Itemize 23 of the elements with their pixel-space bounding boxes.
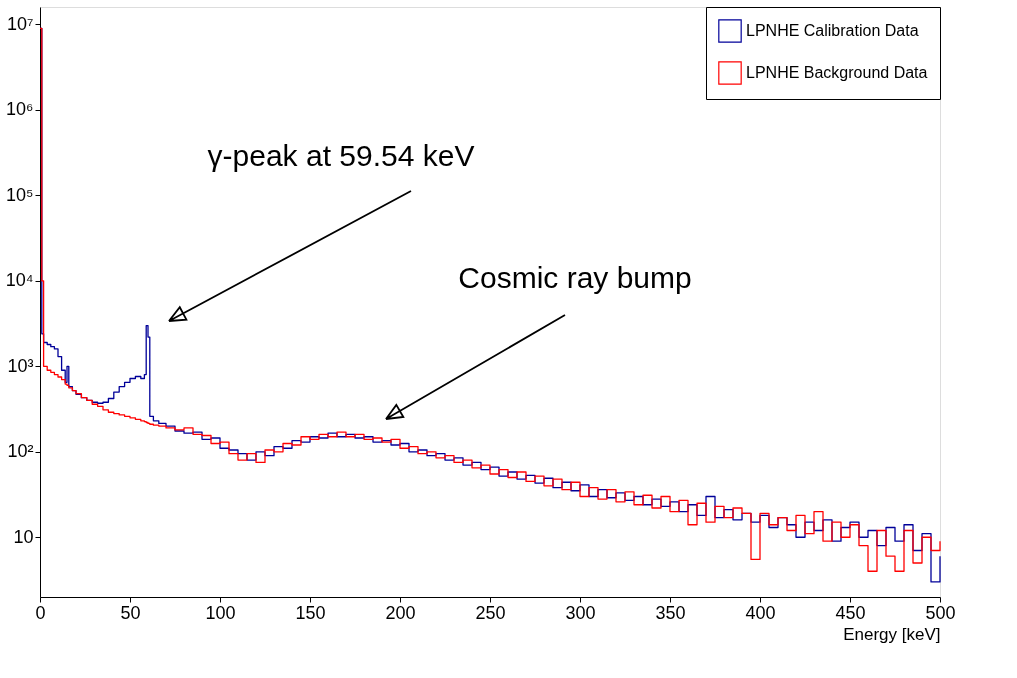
x-tick-label: 150 xyxy=(295,602,326,623)
y-tick-label: 10 xyxy=(13,526,34,547)
x-tick-label: 450 xyxy=(835,602,866,623)
x-tick-label: 350 xyxy=(655,602,686,623)
legend-label: LPNHE Background Data xyxy=(746,64,928,81)
x-tick-label: 0 xyxy=(35,602,46,623)
x-tick-label: 300 xyxy=(565,602,596,623)
y-tick-label: 10⁶ xyxy=(6,99,34,120)
annotation: Cosmic ray bump xyxy=(458,261,692,294)
x-tick-label: 400 xyxy=(745,602,776,623)
x-tick-label: 50 xyxy=(120,602,141,623)
y-tick-label: 10² xyxy=(7,441,34,462)
x-axis-title: Energy [keV] xyxy=(843,624,941,644)
y-tick-label: 10⁴ xyxy=(5,270,34,291)
y-tick-label: 10⁵ xyxy=(6,184,34,205)
legend-label: LPNHE Calibration Data xyxy=(746,22,919,39)
y-tick-label: 10⁷ xyxy=(6,13,34,34)
x-tick-label: 250 xyxy=(475,602,506,623)
annotation: γ-peak at 59.54 keV xyxy=(207,139,475,172)
y-tick-label: 10³ xyxy=(7,355,34,376)
x-tick-label: 100 xyxy=(205,602,236,623)
x-tick-label: 500 xyxy=(925,602,956,623)
x-tick-label: 200 xyxy=(385,602,416,623)
